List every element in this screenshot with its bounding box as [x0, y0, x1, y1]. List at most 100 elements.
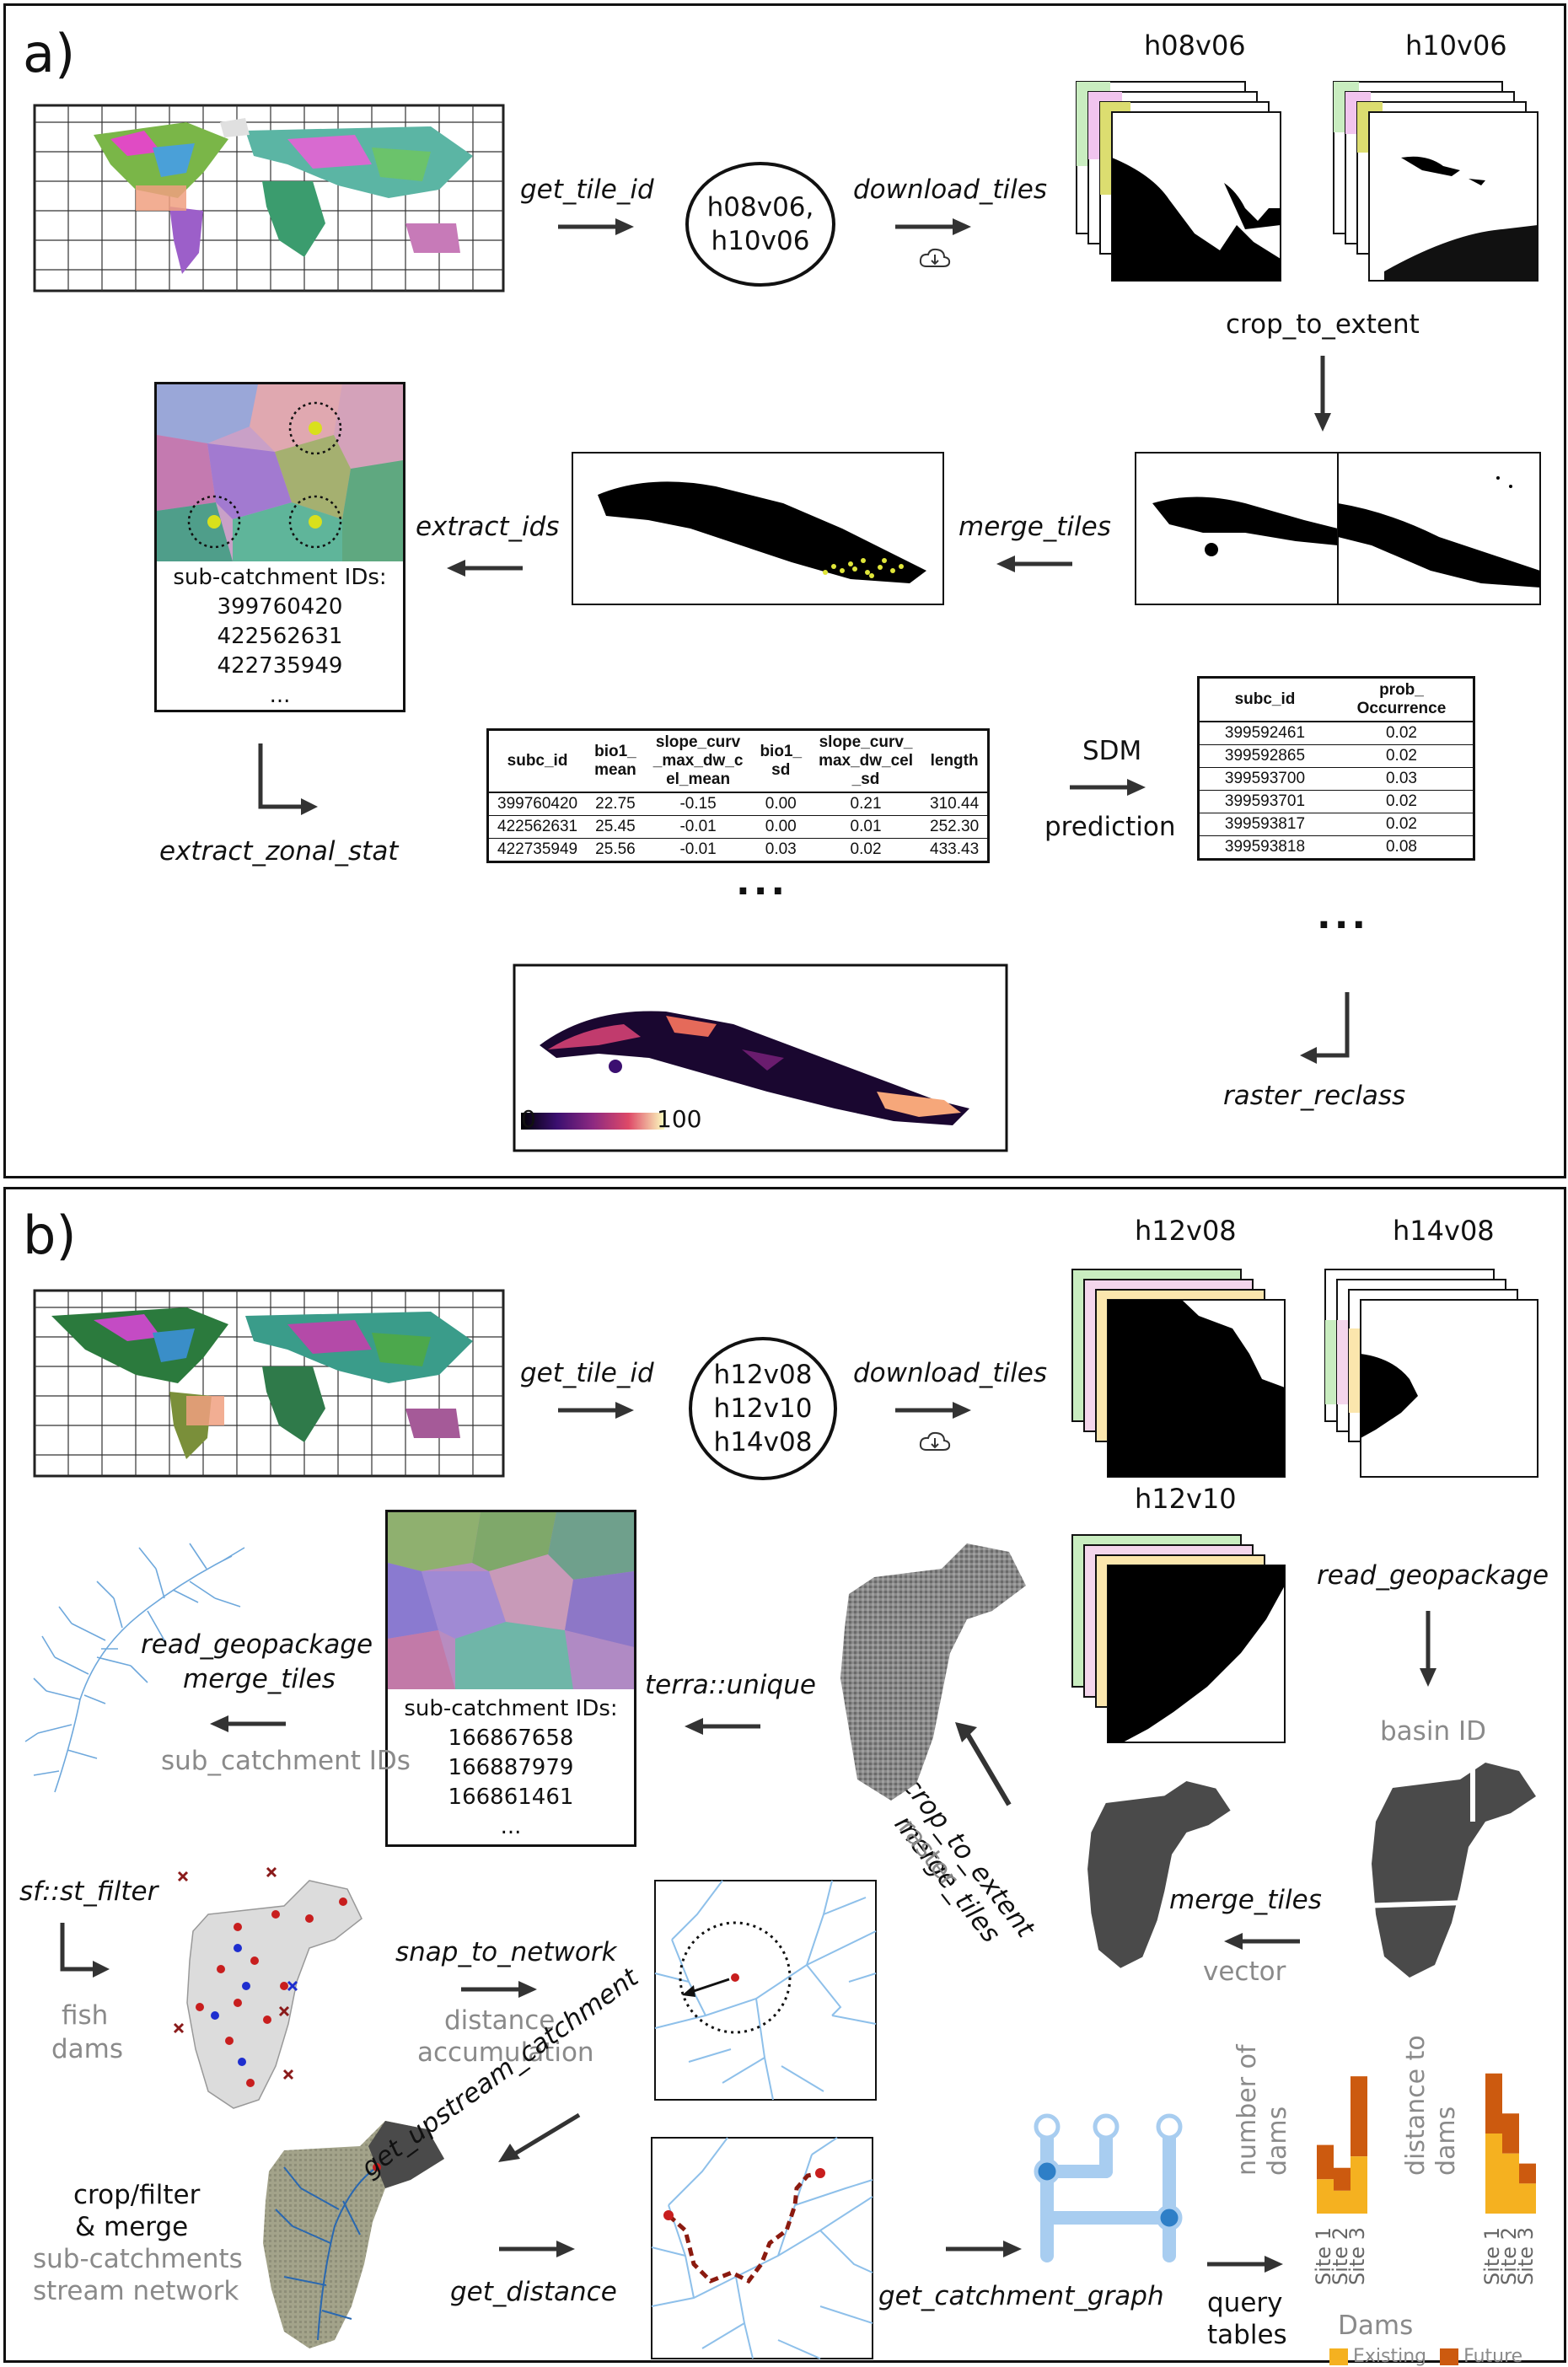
download-tiles-label-b: download_tiles [853, 1358, 1047, 1388]
legend-existing-swatch [1329, 2348, 1348, 2365]
subc-heading: sub-catchment IDs: [388, 1694, 634, 1724]
chart1-bar-existing [1317, 2179, 1334, 2214]
subcatchment-id-list-a: sub-catchment IDs: 399760420 422562631 4… [157, 563, 403, 711]
prob-cell: 0.02 [1330, 744, 1474, 767]
subc-id: 422562631 [157, 622, 403, 652]
basin-raster [824, 1535, 1030, 1805]
tile-name-h10v06: h10v06 [1405, 30, 1507, 62]
tile-id-1: h08v06, [707, 191, 814, 224]
tile-stack-h10v06 [1334, 82, 1568, 301]
arrow-diagonal-left-icon [495, 2108, 588, 2167]
fish-label: fish [62, 2000, 108, 2031]
panel-a-label: a) [23, 23, 75, 84]
tile-name-h12v08: h12v08 [1135, 1215, 1237, 1247]
zonal-cell: 0.21 [810, 792, 921, 816]
stream-network [21, 1531, 249, 1801]
zonal-cell: 0.00 [751, 792, 810, 816]
subc-id: 166861461 [388, 1783, 634, 1812]
subc-heading: sub-catchment IDs: [157, 563, 403, 593]
prob-cell: 399593817 [1199, 813, 1330, 835]
prob-cell: 0.02 [1330, 790, 1474, 813]
arrow-right-icon [946, 2239, 1022, 2259]
subcatchment-map-b [388, 1512, 634, 1689]
tile-stack-h14v08 [1325, 1269, 1568, 1489]
merged-raster [572, 453, 943, 604]
panel-b: b) get_tile_id h12v08 h12v10 h14v08 down… [3, 1187, 1566, 2363]
arrow-right-icon [558, 217, 634, 237]
zonal-cell: 433.43 [921, 838, 989, 861]
tile-id-3: h14v08 [714, 1425, 813, 1459]
prob-cell: 399593700 [1199, 767, 1330, 790]
tile-name-h08v06: h08v06 [1144, 30, 1246, 62]
merge-tiles-label: merge_tiles [959, 512, 1111, 542]
zonal-cell: 0.02 [810, 838, 921, 861]
cloud-download-icon [918, 1430, 952, 1455]
tile-id-ellipse-a: h08v06, h10v06 [685, 162, 835, 287]
tile-stack-h08v06 [1077, 82, 1346, 301]
chart2-bar-future [1485, 2074, 1502, 2134]
basin-vector-merged [1077, 1767, 1245, 1986]
chart2-bar-existing [1519, 2183, 1536, 2214]
panel-b-label: b) [23, 1205, 77, 1266]
terra-unique-label: terra::unique [645, 1670, 816, 1700]
zonal-cell: 399760420 [488, 792, 587, 816]
arrow-right-icon [895, 1400, 971, 1420]
catchment-graph [1018, 2108, 1203, 2268]
prob-cell: 399593818 [1199, 835, 1330, 859]
subcatchment-box-a: sub-catchment IDs: 399760420 422562631 4… [154, 382, 405, 712]
zonal-header: slope_curv_ max_dw_cel _sd [810, 730, 921, 792]
raster-reclass-label: raster_reclass [1223, 1081, 1405, 1111]
world-map-b [35, 1291, 503, 1476]
prob-row: 399593817 0.02 [1199, 813, 1474, 835]
subc-id: 422735949 [157, 652, 403, 681]
tables-label: tables [1207, 2320, 1287, 2350]
subc-id: 399760420 [157, 593, 403, 622]
zonal-cell: -0.01 [645, 838, 752, 861]
arrow-down-icon [1418, 1611, 1438, 1687]
crop-to-extent-label: crop_to_extent [1226, 309, 1420, 340]
zonal-cell: 422562631 [488, 815, 587, 838]
subcatchment-id-list-b: sub-catchment IDs: 166867658 166887979 1… [388, 1694, 634, 1842]
prob-cell: 0.03 [1330, 767, 1474, 790]
chart1-bar-future [1334, 2168, 1351, 2191]
chart2-ylabel: dams [1431, 2107, 1461, 2176]
zonal-header: subc_id [488, 730, 587, 792]
get-distance-label: get_distance [450, 2277, 617, 2307]
legend-existing-label: Existing [1353, 2346, 1426, 2367]
arrow-bent-down-right-icon [52, 1923, 111, 1982]
tile-name-h12v10: h12v10 [1135, 1483, 1237, 1515]
extract-zonal-stat-label: extract_zonal_stat [159, 836, 398, 867]
chart2-ylabel: distance to [1401, 2035, 1431, 2176]
scale-min-label: 0 [521, 1105, 536, 1133]
extract-ids-label: extract_ids [416, 512, 559, 542]
scale-max-label: 100 [657, 1105, 701, 1133]
prob-table: subc_id prob_ Occurrence 399592461 0.02 3995… [1197, 676, 1475, 861]
subcatchment-map-a [157, 384, 403, 561]
arrow-bent-down-right-icon [250, 743, 318, 819]
basin-with-points [175, 1868, 377, 2112]
zonal-header: bio1_ sd [751, 730, 810, 792]
zonal-cell: 0.03 [751, 838, 810, 861]
tile-id-1: h12v08 [714, 1358, 813, 1392]
tile-id-2: h12v10 [714, 1392, 813, 1425]
chart1-bar-future [1317, 2145, 1334, 2180]
prob-row: 399592865 0.02 [1199, 744, 1474, 767]
zonal-stat-table: subc_id bio1_ mean slope_curv _max_dw_c el_me… [486, 728, 990, 863]
cropped-tile-1 [1136, 453, 1338, 604]
legend-future-label: Future [1463, 2346, 1522, 2367]
subcatchments-label: sub-catchments [33, 2244, 243, 2274]
subc-id: 166867658 [388, 1724, 634, 1753]
tile-stack-h12v08 [1072, 1269, 1342, 1489]
get-tile-id-label: get_tile_id [520, 174, 654, 205]
panel-a: a) get_tile_id h08v06, h10v06 download_t… [3, 3, 1566, 1178]
arrow-right-icon [461, 1979, 537, 1999]
chart-distance-to-dams: distance to damsSite 1Site 2Site 3 [1405, 2049, 1568, 2319]
prob-row: 399592461 0.02 [1199, 722, 1474, 745]
zonal-cell: 25.45 [586, 815, 645, 838]
prediction-label: prediction [1044, 812, 1176, 842]
chart1-tick-label: Site 3 [1345, 2227, 1369, 2285]
basin-id-label: basin ID [1380, 1716, 1486, 1747]
arrow-left-icon [996, 554, 1072, 574]
subcatchment-box-b: sub-catchment IDs: 166867658 166887979 1… [385, 1510, 636, 1847]
